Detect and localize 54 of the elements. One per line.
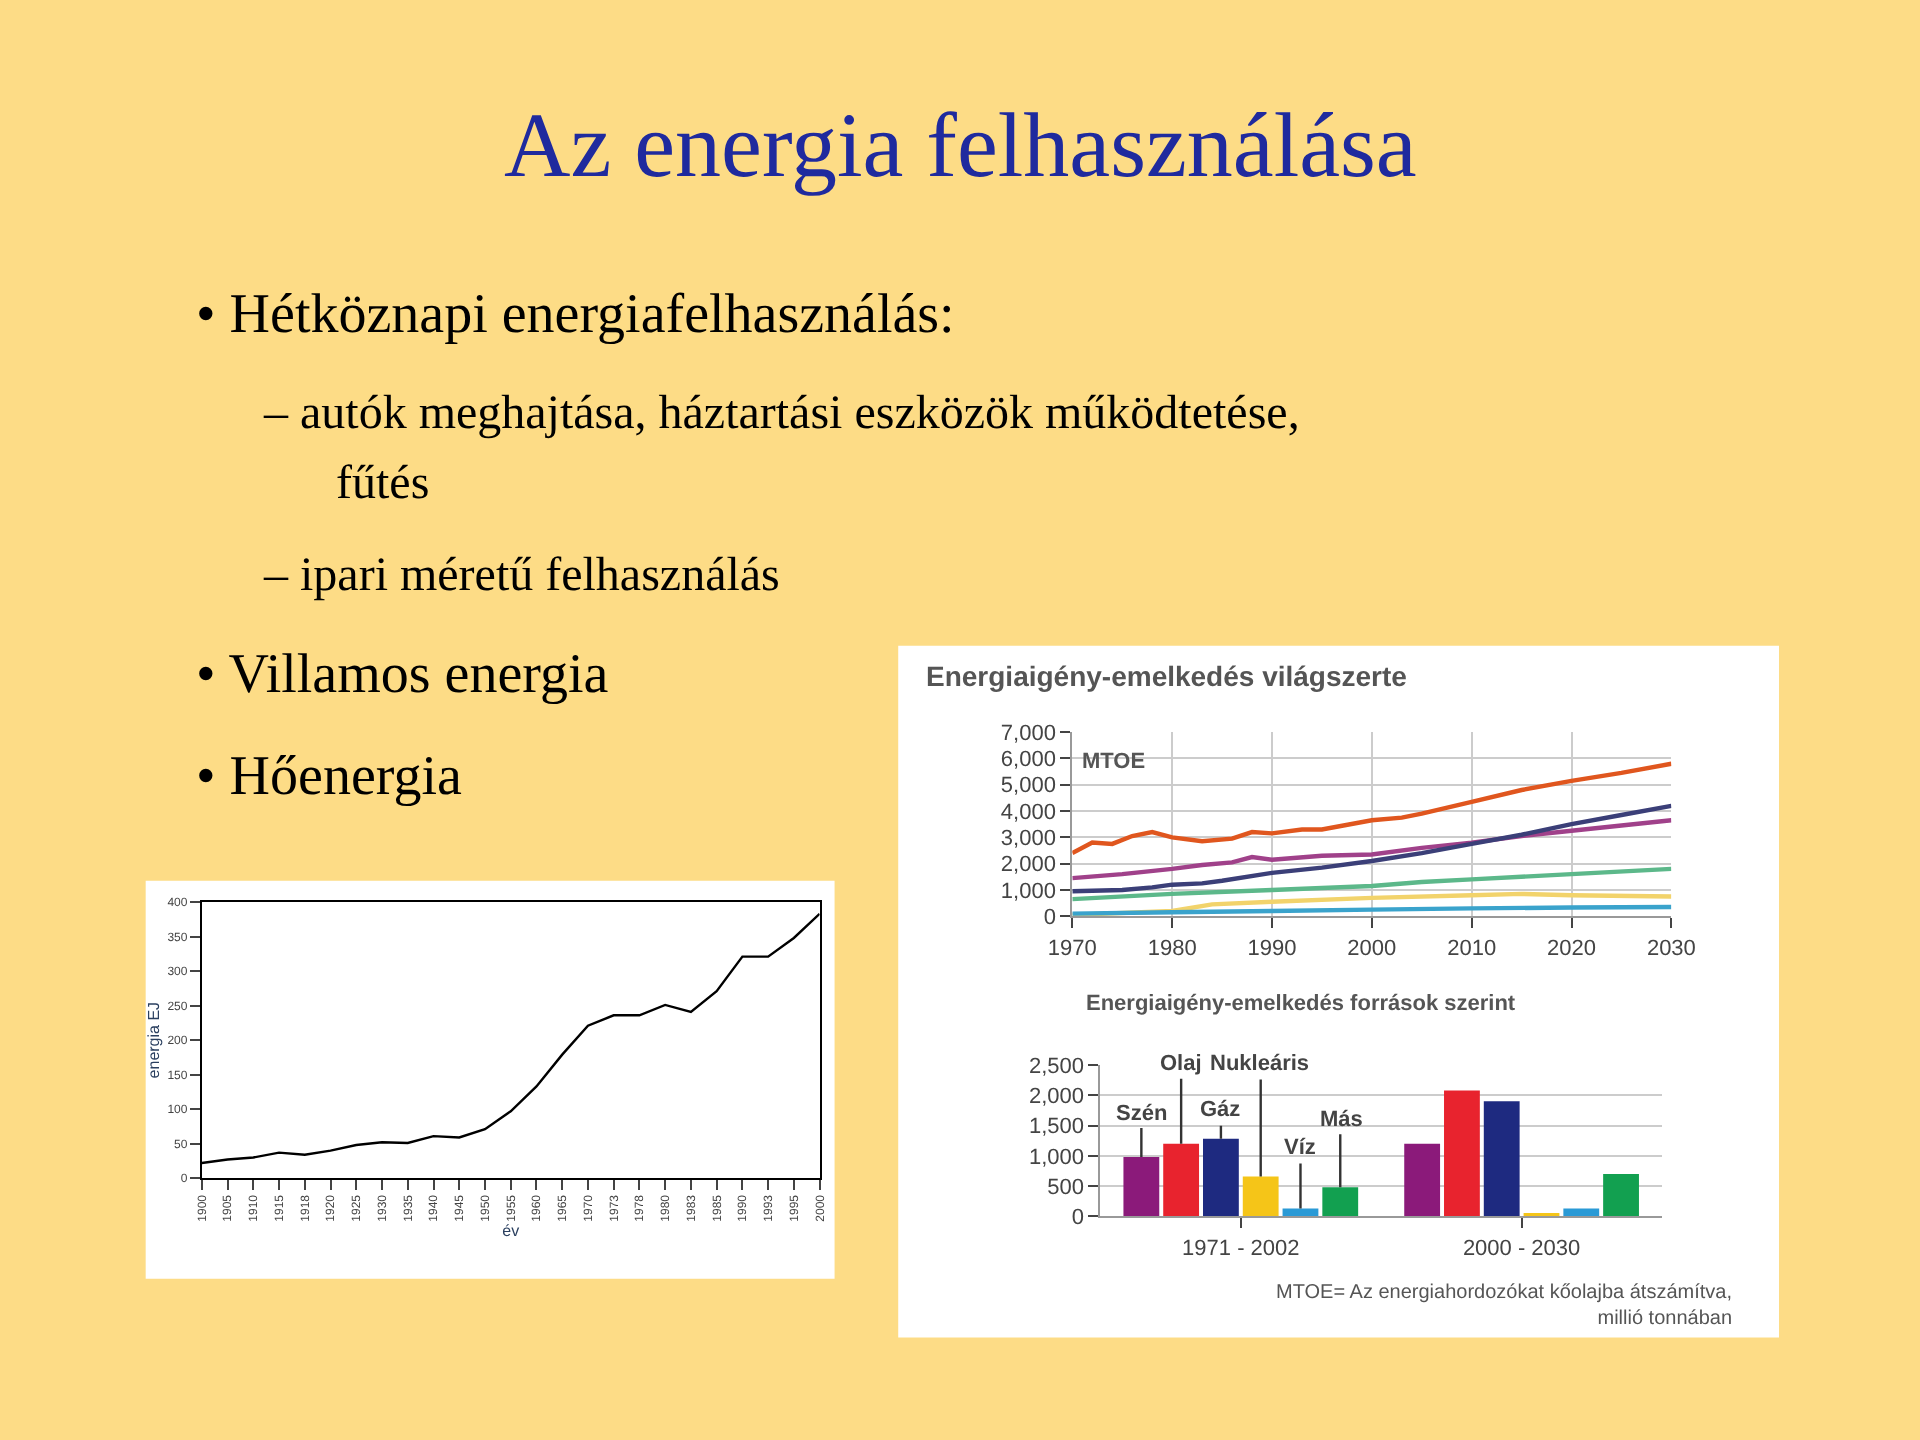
y-tick-label: 5,000 xyxy=(1000,774,1056,799)
line-series xyxy=(1072,866,1672,902)
y-tick-label: 1,000 xyxy=(1028,1145,1084,1170)
x-tick-label: 1980 xyxy=(1147,936,1197,961)
y-tick-label: 1,000 xyxy=(1000,879,1056,904)
text: • Hétköznapi energiafelhasználás: xyxy=(196,284,955,346)
series-label: Gáz xyxy=(1200,1098,1242,1122)
x-tick-label: 2010 xyxy=(1447,936,1497,961)
bar xyxy=(1483,1101,1520,1217)
y-tick-label: 7,000 xyxy=(1000,721,1056,746)
chart-title: Energiaigény-emelkedés források szerint xyxy=(1086,992,1516,1016)
bar xyxy=(1404,1143,1441,1217)
x-axis-title: év xyxy=(502,1221,520,1240)
y-tick-label: 0 xyxy=(1043,905,1056,930)
text: • Villamos energia xyxy=(196,644,610,706)
bar xyxy=(1123,1157,1160,1217)
annotation: MTOE xyxy=(1082,750,1146,774)
bar xyxy=(1203,1138,1239,1217)
text: fűtés xyxy=(336,458,430,510)
x-tick-label: 2000 - 2030 xyxy=(1462,1236,1581,1261)
y-tick-label: 2,500 xyxy=(1028,1054,1084,1079)
x-tick-label: 2000 xyxy=(1347,936,1397,961)
y-tick-label: 1,500 xyxy=(1028,1115,1084,1140)
bar xyxy=(1322,1187,1359,1217)
text: MTOE= Az energiahordozókat kőolajba átszámítva, millió tonnában xyxy=(1276,1282,1732,1330)
x-tick-label: 1971 - 2002 xyxy=(1182,1236,1300,1261)
x-tick-label: 1990 xyxy=(1247,936,1297,961)
text: – autók meghajtása, háztartási eszközök működtetése, xyxy=(262,388,1300,440)
text: Más xyxy=(1320,1108,1363,1132)
bar xyxy=(1444,1090,1480,1217)
x-tick-label: 2020 xyxy=(1547,936,1596,961)
text: Az energia felhasználása xyxy=(504,94,1417,196)
y-tick-label: 6,000 xyxy=(1000,748,1056,773)
y-tick-label: 4,000 xyxy=(1000,800,1056,825)
y-tick-label: 500 xyxy=(1047,1175,1084,1200)
y-tick-label: 0 xyxy=(1071,1206,1084,1231)
y-tick-label: 2,000 xyxy=(1000,853,1056,878)
text: Nukleáris xyxy=(1210,1052,1310,1076)
text: – ipari méretű felhasználás xyxy=(262,550,780,602)
bar xyxy=(1163,1143,1200,1217)
line-series xyxy=(1072,818,1672,881)
text: • Hőenergia xyxy=(196,746,463,808)
bar xyxy=(1603,1174,1639,1217)
y-tick-label: 2,000 xyxy=(1028,1084,1084,1109)
text: Víz xyxy=(1284,1136,1317,1160)
x-tick-label: 1970 xyxy=(1047,936,1097,961)
bar xyxy=(1242,1176,1279,1217)
x-tick-label: 2030 xyxy=(1646,936,1696,961)
chart-title: Energiaigény-emelkedés világszerte xyxy=(926,660,1408,692)
y-axis-title: energia EJ xyxy=(144,1001,163,1079)
y-tick-label: 3,000 xyxy=(1000,827,1056,852)
text: Olaj xyxy=(1160,1052,1202,1076)
line-series xyxy=(1072,803,1672,894)
series-label: Szén xyxy=(1116,1102,1168,1126)
